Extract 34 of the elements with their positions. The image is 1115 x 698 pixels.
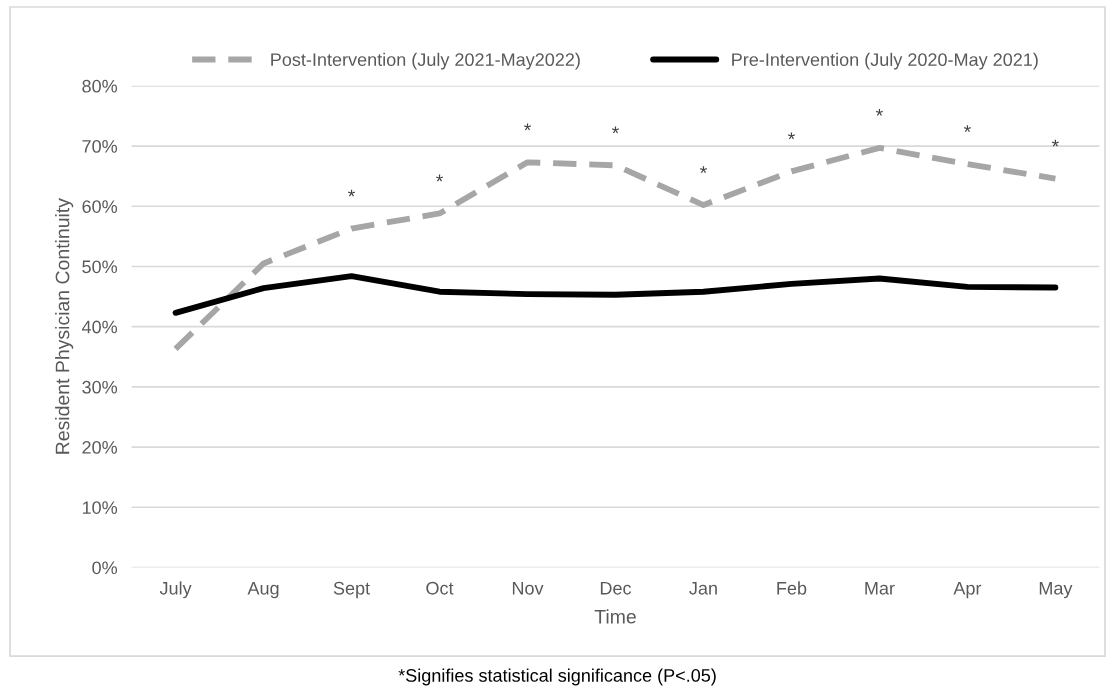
annotation: * xyxy=(787,132,795,140)
y-tick-label: 50% xyxy=(82,260,118,274)
x-tick-label: Oct xyxy=(426,581,454,595)
y-tick-label: 70% xyxy=(82,139,118,153)
y-tick-label: 30% xyxy=(82,380,118,394)
x-tick-label: Sept xyxy=(333,581,370,599)
x-tick-label: Mar xyxy=(865,582,895,595)
y-tick-label: 80% xyxy=(82,79,118,93)
annotation: * xyxy=(436,174,443,182)
legend-label: Pre-Intervention (July 2020-May 2021) xyxy=(732,52,1038,70)
text: *Signifies statistical significance (P<.05) xyxy=(398,668,716,686)
y-tick-label: 0% xyxy=(92,561,118,575)
y-tick-label: 40% xyxy=(81,320,118,334)
x-tick-label: Nov xyxy=(512,582,544,595)
annotation: * xyxy=(963,125,971,133)
annotation: * xyxy=(524,123,531,131)
annotation: * xyxy=(1051,139,1059,147)
annotation: * xyxy=(612,126,619,134)
x-tick-label: May xyxy=(1039,582,1073,599)
x-tick-label: Jan xyxy=(689,582,717,595)
annotation: * xyxy=(699,166,707,173)
x-tick-label: July xyxy=(159,581,192,599)
y-tick-label: 60% xyxy=(82,200,118,213)
y-tick-label: 20% xyxy=(82,441,118,454)
y-tick-label: 10% xyxy=(82,501,118,514)
annotation: * xyxy=(348,189,356,197)
x-tick-label: Aug xyxy=(247,582,279,599)
x-tick-label: Dec xyxy=(600,582,632,595)
x-tick-label: Apr xyxy=(953,582,982,599)
x-tick-label: Feb xyxy=(777,581,807,595)
y-axis-title: Resident Physician Continuity xyxy=(55,198,74,454)
legend-label: Post-Intervention (July 2021-May2022) xyxy=(271,52,580,70)
x-axis-title: Time xyxy=(594,609,636,624)
annotation: * xyxy=(875,108,883,116)
